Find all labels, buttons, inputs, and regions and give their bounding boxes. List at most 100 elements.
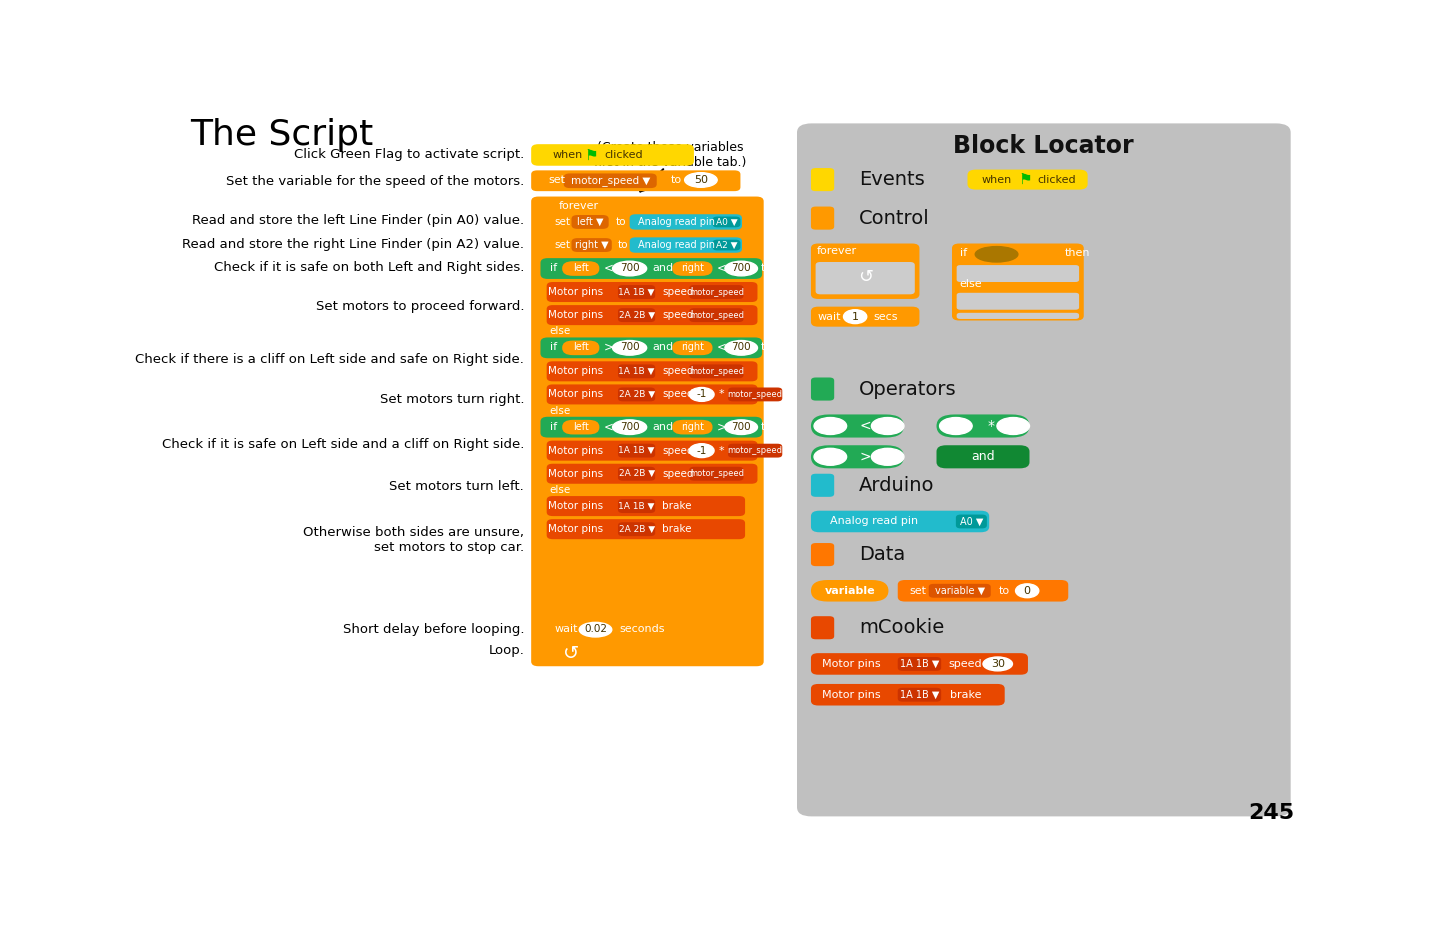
Text: motor_speed: motor_speed (689, 310, 744, 320)
Text: Analog read pin: Analog read pin (638, 217, 715, 227)
FancyBboxPatch shape (564, 173, 657, 188)
Text: 1: 1 (852, 311, 858, 322)
FancyBboxPatch shape (810, 684, 1004, 706)
Text: <: < (603, 420, 614, 433)
Text: else: else (550, 485, 572, 495)
FancyBboxPatch shape (810, 473, 835, 497)
FancyBboxPatch shape (956, 265, 1079, 282)
FancyBboxPatch shape (547, 305, 757, 325)
Text: Control: Control (860, 209, 930, 227)
FancyBboxPatch shape (728, 444, 783, 458)
Text: Set motors to proceed forward.: Set motors to proceed forward. (315, 300, 524, 313)
Text: variable ▼: variable ▼ (935, 586, 985, 596)
FancyBboxPatch shape (689, 308, 744, 322)
Text: *: * (719, 445, 725, 456)
Text: wait: wait (554, 624, 577, 635)
Text: right: right (682, 263, 703, 273)
FancyBboxPatch shape (897, 657, 941, 671)
Ellipse shape (725, 340, 757, 355)
Text: Motor pins: Motor pins (548, 366, 603, 377)
Text: variable: variable (825, 586, 875, 596)
FancyBboxPatch shape (810, 377, 835, 401)
Text: 700: 700 (619, 342, 640, 352)
Text: Motor pins: Motor pins (548, 469, 603, 479)
Ellipse shape (939, 418, 972, 434)
Text: to: to (998, 586, 1010, 596)
FancyBboxPatch shape (810, 616, 835, 639)
Text: to: to (618, 240, 628, 250)
FancyBboxPatch shape (541, 619, 687, 640)
FancyBboxPatch shape (618, 364, 655, 378)
Text: if: if (550, 422, 557, 432)
FancyBboxPatch shape (563, 261, 599, 276)
Text: seconds: seconds (619, 624, 666, 635)
Text: motor_speed: motor_speed (689, 367, 744, 376)
FancyBboxPatch shape (810, 415, 904, 437)
FancyBboxPatch shape (952, 243, 1084, 321)
Ellipse shape (997, 418, 1029, 434)
FancyBboxPatch shape (547, 519, 745, 540)
Ellipse shape (1016, 583, 1039, 597)
Ellipse shape (975, 247, 1017, 262)
FancyBboxPatch shape (936, 445, 1029, 469)
FancyBboxPatch shape (897, 580, 1068, 601)
Text: motor_speed: motor_speed (728, 446, 783, 455)
Text: and: and (653, 263, 673, 273)
FancyBboxPatch shape (810, 445, 904, 469)
FancyBboxPatch shape (797, 123, 1291, 816)
Text: 700: 700 (731, 263, 751, 273)
FancyBboxPatch shape (897, 688, 941, 702)
FancyBboxPatch shape (618, 522, 655, 536)
Ellipse shape (689, 444, 713, 458)
Text: Short delay before looping.: Short delay before looping. (343, 623, 524, 636)
Text: and: and (971, 450, 994, 463)
FancyBboxPatch shape (712, 216, 741, 227)
Text: motor_speed ▼: motor_speed ▼ (570, 175, 650, 185)
Text: A2 ▼: A2 ▼ (716, 240, 737, 250)
Text: Otherwise both sides are unsure,
set motors to stop car.: Otherwise both sides are unsure, set mot… (304, 526, 524, 554)
FancyBboxPatch shape (531, 171, 741, 191)
FancyBboxPatch shape (810, 207, 835, 229)
Ellipse shape (815, 448, 846, 465)
Text: right: right (682, 342, 703, 352)
Text: >: > (860, 450, 871, 464)
Text: brake: brake (663, 501, 692, 511)
Text: motor_speed: motor_speed (689, 287, 744, 296)
FancyBboxPatch shape (572, 238, 612, 252)
Text: 700: 700 (731, 342, 751, 352)
Text: motor_speed: motor_speed (728, 390, 783, 399)
Text: when: when (553, 150, 583, 160)
Text: Analog read pin: Analog read pin (638, 240, 715, 250)
FancyBboxPatch shape (541, 643, 602, 664)
Text: Check if there is a cliff on Left side and safe on Right side.: Check if there is a cliff on Left side a… (136, 353, 524, 366)
Text: Check if it is safe on both Left and Right sides.: Check if it is safe on both Left and Rig… (214, 261, 524, 274)
Text: speed: speed (663, 310, 693, 320)
Text: else: else (550, 405, 572, 416)
FancyBboxPatch shape (563, 340, 599, 355)
FancyBboxPatch shape (689, 364, 744, 378)
FancyBboxPatch shape (810, 168, 835, 191)
FancyBboxPatch shape (816, 262, 915, 295)
Text: ⚑: ⚑ (585, 147, 599, 162)
Text: wait: wait (818, 311, 841, 322)
FancyBboxPatch shape (531, 144, 695, 166)
Text: 1A 1B ▼: 1A 1B ▼ (618, 446, 654, 455)
FancyBboxPatch shape (541, 212, 754, 232)
FancyBboxPatch shape (810, 511, 990, 532)
FancyBboxPatch shape (629, 238, 742, 253)
Text: speed: speed (663, 445, 693, 456)
Text: Motor pins: Motor pins (548, 287, 603, 297)
FancyBboxPatch shape (810, 580, 888, 601)
Text: left: left (573, 342, 589, 352)
Text: Operators: Operators (860, 379, 956, 399)
Text: 30: 30 (991, 659, 1004, 669)
FancyBboxPatch shape (689, 467, 744, 481)
Text: *: * (719, 390, 725, 400)
FancyBboxPatch shape (629, 214, 742, 229)
Text: 2A 2B ▼: 2A 2B ▼ (618, 469, 654, 478)
FancyBboxPatch shape (618, 308, 655, 322)
Text: Set motors turn right.: Set motors turn right. (379, 392, 524, 405)
FancyBboxPatch shape (936, 415, 1029, 437)
Text: <: < (718, 262, 726, 275)
Text: Events: Events (860, 171, 925, 189)
